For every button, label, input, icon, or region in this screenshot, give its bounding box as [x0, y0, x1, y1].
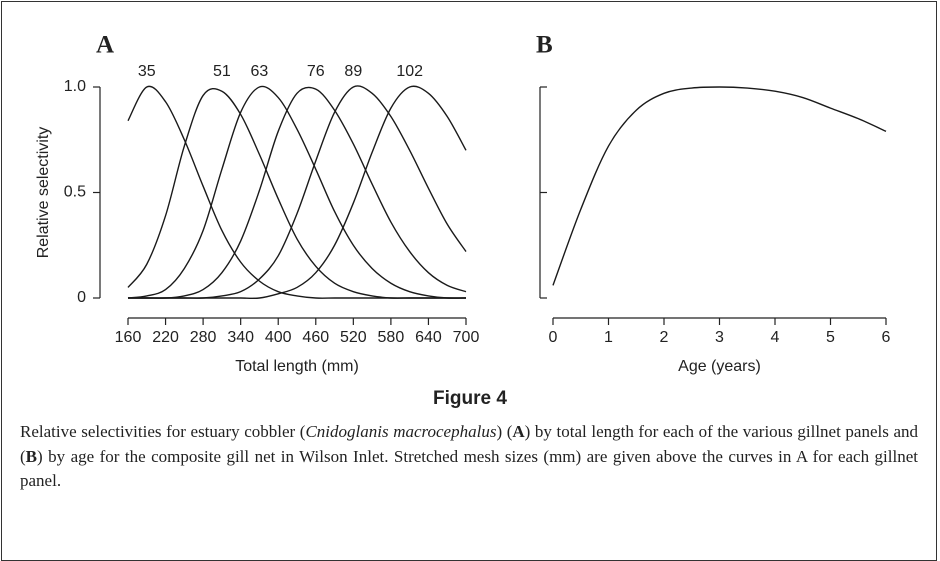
x-tick-label: 460	[302, 329, 329, 346]
selectivity-curve	[127, 85, 467, 299]
selectivity-curve	[127, 86, 467, 299]
x-axis-title: Total length (mm)	[235, 358, 359, 375]
x-tick-label: 0	[549, 329, 558, 346]
x-tick-label: 520	[340, 329, 367, 346]
panel-label: A	[96, 32, 114, 59]
selectivity-curve	[127, 85, 466, 299]
x-tick-label: 160	[115, 329, 142, 346]
mesh-size-label: 63	[251, 63, 269, 80]
mesh-size-label: 89	[344, 63, 362, 80]
x-tick-label: 4	[771, 329, 780, 346]
figure-caption: Relative selectivities for estuary cobbl…	[20, 420, 918, 494]
y-tick-label: 1.0	[64, 78, 86, 95]
x-tick-label: 340	[227, 329, 254, 346]
y-tick-label: 0	[77, 289, 86, 306]
caption-text: ) by age for the composite gill net in W…	[20, 446, 918, 491]
x-tick-label: 280	[190, 329, 217, 346]
caption-species: Cnidoglanis macrocephalus	[305, 422, 497, 441]
mesh-size-label: 35	[138, 63, 156, 80]
y-tick-label: 0.5	[64, 184, 86, 201]
selectivity-curve	[127, 88, 466, 299]
caption-panel: A	[512, 422, 525, 441]
mesh-size-label: 102	[396, 63, 423, 80]
mesh-size-label: 51	[213, 63, 231, 80]
mesh-size-label: 76	[307, 63, 325, 80]
x-tick-label: 2	[660, 329, 669, 346]
x-tick-label: 640	[415, 329, 442, 346]
caption-text: ) by total length for each of the variou…	[20, 422, 918, 466]
selectivity-curve	[552, 86, 887, 286]
x-tick-label: 220	[152, 329, 179, 346]
x-tick-label: 400	[265, 329, 292, 346]
x-tick-label: 1	[604, 329, 613, 346]
selectivity-curve	[127, 85, 467, 300]
figure-label: Figure 4	[433, 388, 507, 409]
x-tick-label: 5	[826, 329, 835, 346]
x-axis-title: Age (years)	[678, 358, 761, 375]
caption-text: Relative selectivities for estuary cobbl…	[20, 422, 306, 441]
x-tick-label: 700	[453, 329, 480, 346]
panel-label: B	[536, 32, 553, 59]
x-tick-label: 3	[715, 329, 724, 346]
caption-text: ) (	[496, 422, 513, 441]
selectivity-curve	[127, 85, 467, 299]
x-tick-label: 580	[378, 329, 405, 346]
y-axis-title: Relative selectivity	[35, 127, 52, 259]
caption-panel: B	[25, 446, 38, 466]
x-tick-label: 6	[882, 329, 891, 346]
